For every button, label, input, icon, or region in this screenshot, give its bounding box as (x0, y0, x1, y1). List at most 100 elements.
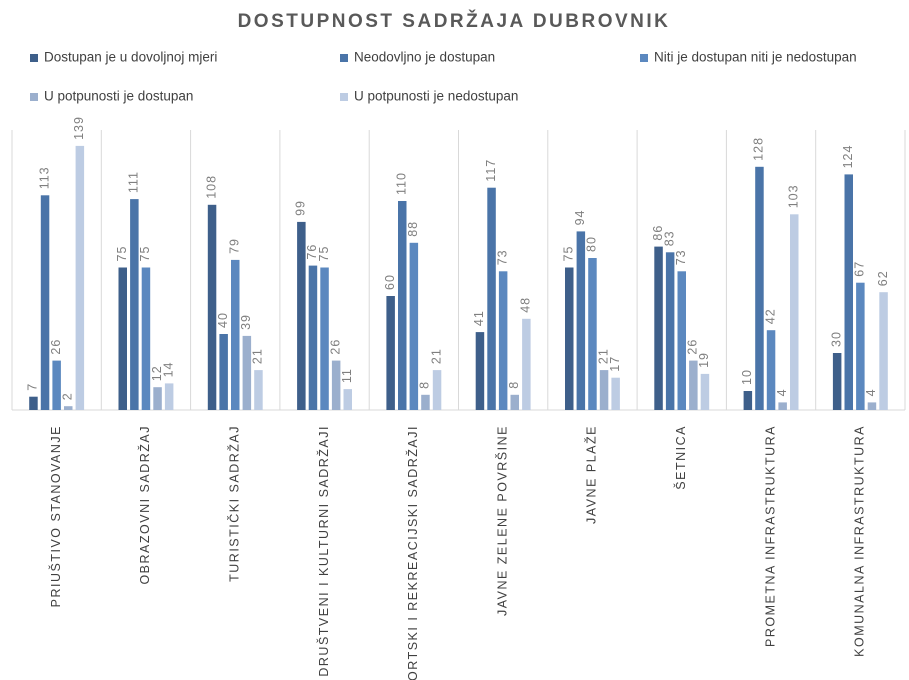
x-tick-label: KOMUNALNA INFRASTRUKTURA (853, 425, 867, 657)
x-tick-label: OBRAZOVNI SADRŽAJ (137, 425, 152, 585)
data-label: 4 (775, 388, 789, 396)
chart-title: DOSTUPNOST SADRŽAJA DUBROVNIK (238, 10, 671, 32)
data-label: 26 (328, 339, 342, 355)
data-label: 76 (305, 244, 319, 260)
x-tick-label: PRIUŠTIVO STANOVANJE (48, 425, 63, 607)
bar (141, 267, 151, 410)
data-label: 41 (472, 310, 486, 326)
data-label: 75 (562, 246, 576, 262)
bar (755, 166, 764, 410)
data-label: 21 (429, 348, 443, 364)
x-tick-label: JAVNE PLAŽE (584, 425, 599, 524)
data-label: 73 (674, 249, 688, 265)
bar (52, 360, 61, 410)
data-label: 139 (72, 116, 86, 140)
data-label: 88 (406, 221, 420, 237)
data-label: 94 (573, 209, 587, 225)
data-label: 124 (841, 145, 855, 169)
bar (743, 391, 753, 410)
data-label: 39 (239, 314, 253, 330)
bar (879, 292, 888, 410)
x-tick-label: TURISTIČKI SADRŽAJ (227, 425, 242, 582)
bar (654, 246, 663, 410)
data-label: 73 (495, 249, 509, 265)
bar (588, 258, 597, 410)
data-label: 21 (596, 348, 610, 364)
bar (475, 332, 485, 410)
x-tick-label: DRUŠTVENI I KULTURNI SADRŽAJI (316, 425, 331, 677)
data-label: 26 (49, 339, 63, 355)
data-label: 2 (61, 392, 75, 400)
bar (832, 353, 842, 410)
data-label: 111 (127, 171, 141, 193)
data-label: 26 (686, 339, 700, 355)
bar (75, 145, 85, 410)
x-tick-label: ŠETNICA (673, 425, 688, 490)
data-label: 86 (651, 225, 665, 241)
bar (498, 271, 508, 410)
bar (421, 394, 430, 410)
data-label: 75 (317, 246, 331, 262)
bar (665, 252, 675, 410)
data-label: 42 (763, 308, 777, 324)
legend-swatch (640, 54, 648, 62)
data-label: 62 (876, 270, 890, 286)
bar (510, 394, 519, 410)
bar (677, 271, 686, 410)
bar (432, 370, 442, 410)
data-label: 11 (340, 368, 354, 383)
legend-label: U potpunosti je nedostupan (354, 89, 518, 104)
data-label: 103 (787, 184, 801, 208)
data-label: 75 (115, 246, 129, 262)
bar (153, 387, 162, 410)
bar (844, 174, 853, 410)
bar (207, 204, 217, 410)
bar (409, 242, 419, 410)
data-label: 113 (37, 166, 51, 189)
data-label: 75 (138, 246, 152, 262)
data-label: 110 (395, 172, 409, 195)
bar (790, 214, 799, 410)
data-label: 14 (161, 361, 175, 377)
legend-label: Niti je dostupan niti je nedostupan (654, 50, 857, 65)
bar (219, 334, 228, 410)
data-label: 48 (519, 297, 533, 313)
x-tick-label: SPORTSKI I REKREACIJSKI SADRŽAJI (405, 425, 420, 680)
bar (254, 370, 263, 410)
bar (398, 201, 407, 410)
bar (118, 267, 127, 410)
bar (308, 265, 318, 410)
bar (565, 267, 574, 410)
legend-swatch (30, 93, 38, 101)
bar (130, 199, 139, 410)
bar (297, 221, 306, 410)
legend-swatch (30, 54, 38, 62)
bar (487, 187, 496, 410)
bar (522, 318, 531, 410)
bar (64, 406, 73, 410)
data-label: 83 (662, 230, 676, 246)
bar (700, 373, 710, 410)
bar (242, 335, 252, 410)
data-label: 12 (150, 365, 164, 381)
data-label: 117 (484, 159, 498, 182)
data-label: 99 (294, 200, 308, 216)
data-label: 10 (740, 369, 754, 385)
data-label: 8 (507, 381, 521, 389)
bar (29, 396, 38, 410)
data-label: 21 (251, 348, 265, 364)
bar (778, 402, 787, 410)
bar (331, 360, 341, 410)
data-label: 19 (697, 352, 711, 368)
data-label: 67 (853, 261, 867, 277)
legend-label: Neodovljno je dostupan (354, 50, 495, 65)
legend-swatch (340, 54, 348, 62)
data-label: 60 (383, 274, 397, 290)
data-label: 8 (418, 381, 432, 389)
data-label: 80 (585, 236, 599, 252)
bar (766, 330, 776, 410)
bar (611, 377, 620, 410)
data-label: 40 (216, 312, 230, 328)
bar (856, 282, 865, 410)
